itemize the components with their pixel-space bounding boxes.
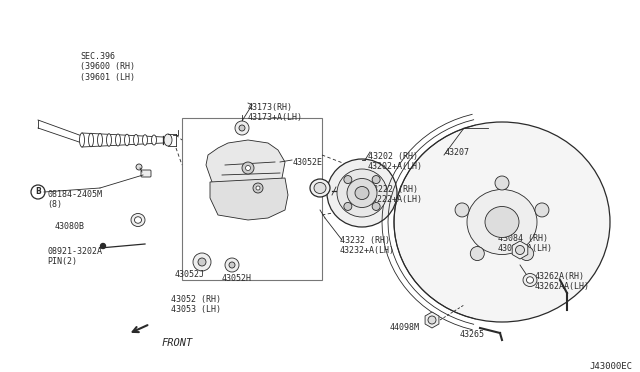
Circle shape: [256, 186, 260, 190]
Circle shape: [253, 183, 263, 193]
Circle shape: [455, 203, 469, 217]
Polygon shape: [206, 140, 285, 202]
Text: 43052E: 43052E: [293, 158, 323, 167]
Ellipse shape: [314, 183, 326, 193]
Ellipse shape: [394, 122, 610, 322]
Text: 43265: 43265: [460, 330, 485, 339]
Circle shape: [242, 162, 254, 174]
Circle shape: [495, 176, 509, 190]
Circle shape: [136, 164, 142, 170]
Ellipse shape: [134, 135, 138, 145]
Circle shape: [372, 202, 380, 211]
Circle shape: [535, 203, 549, 217]
Ellipse shape: [131, 214, 145, 227]
Ellipse shape: [523, 273, 537, 286]
Ellipse shape: [152, 135, 157, 145]
Ellipse shape: [97, 134, 102, 147]
Text: 43232 (RH)
43232+A(LH): 43232 (RH) 43232+A(LH): [340, 236, 395, 256]
Circle shape: [470, 247, 484, 260]
Bar: [182, 118, 322, 280]
Ellipse shape: [327, 159, 397, 227]
Circle shape: [229, 262, 235, 268]
Text: 43262A(RH)
43262AA(LH): 43262A(RH) 43262AA(LH): [535, 272, 590, 291]
Text: 43052 (RH)
43053 (LH): 43052 (RH) 43053 (LH): [171, 295, 221, 314]
Ellipse shape: [527, 277, 534, 283]
Text: SEC.396
(39600 (RH)
(39601 (LH): SEC.396 (39600 (RH) (39601 (LH): [80, 52, 135, 82]
Circle shape: [235, 121, 249, 135]
Text: 43084 (RH)
43084+A(LH): 43084 (RH) 43084+A(LH): [498, 234, 553, 253]
Text: 43222 (RH)
43222+A(LH): 43222 (RH) 43222+A(LH): [368, 185, 423, 204]
Polygon shape: [210, 178, 288, 220]
Ellipse shape: [164, 134, 172, 146]
Text: J43000EC: J43000EC: [589, 362, 632, 371]
Text: 08921-3202A
PIN(2): 08921-3202A PIN(2): [47, 247, 102, 266]
Circle shape: [428, 316, 436, 324]
Text: 44098M: 44098M: [390, 323, 420, 332]
Ellipse shape: [467, 189, 537, 254]
Ellipse shape: [347, 179, 377, 208]
Circle shape: [239, 125, 245, 131]
Circle shape: [344, 202, 352, 211]
Circle shape: [246, 166, 250, 170]
Circle shape: [372, 176, 380, 183]
Circle shape: [193, 253, 211, 271]
Ellipse shape: [106, 134, 111, 146]
Circle shape: [515, 246, 525, 254]
Ellipse shape: [115, 134, 120, 146]
Ellipse shape: [134, 217, 141, 223]
Circle shape: [100, 244, 106, 248]
Text: 43202 (RH)
43202+A(LH): 43202 (RH) 43202+A(LH): [368, 152, 423, 171]
Text: 43080B: 43080B: [55, 222, 85, 231]
Ellipse shape: [355, 186, 369, 199]
FancyBboxPatch shape: [141, 170, 151, 177]
Text: B: B: [35, 187, 41, 196]
Ellipse shape: [310, 179, 330, 197]
Ellipse shape: [143, 135, 147, 145]
Text: 43207: 43207: [445, 148, 470, 157]
Ellipse shape: [88, 133, 93, 147]
Text: 43052H: 43052H: [222, 274, 252, 283]
Text: 43052J: 43052J: [175, 270, 205, 279]
Text: 08184-2405M
(8): 08184-2405M (8): [47, 190, 102, 209]
Ellipse shape: [485, 206, 519, 237]
Text: 43173(RH)
43173+A(LH): 43173(RH) 43173+A(LH): [248, 103, 303, 122]
Circle shape: [225, 258, 239, 272]
Text: FRONT: FRONT: [162, 338, 193, 348]
Ellipse shape: [79, 133, 84, 147]
Ellipse shape: [337, 169, 387, 217]
Circle shape: [198, 258, 206, 266]
Ellipse shape: [125, 134, 129, 146]
Circle shape: [344, 176, 352, 183]
Circle shape: [520, 247, 534, 260]
